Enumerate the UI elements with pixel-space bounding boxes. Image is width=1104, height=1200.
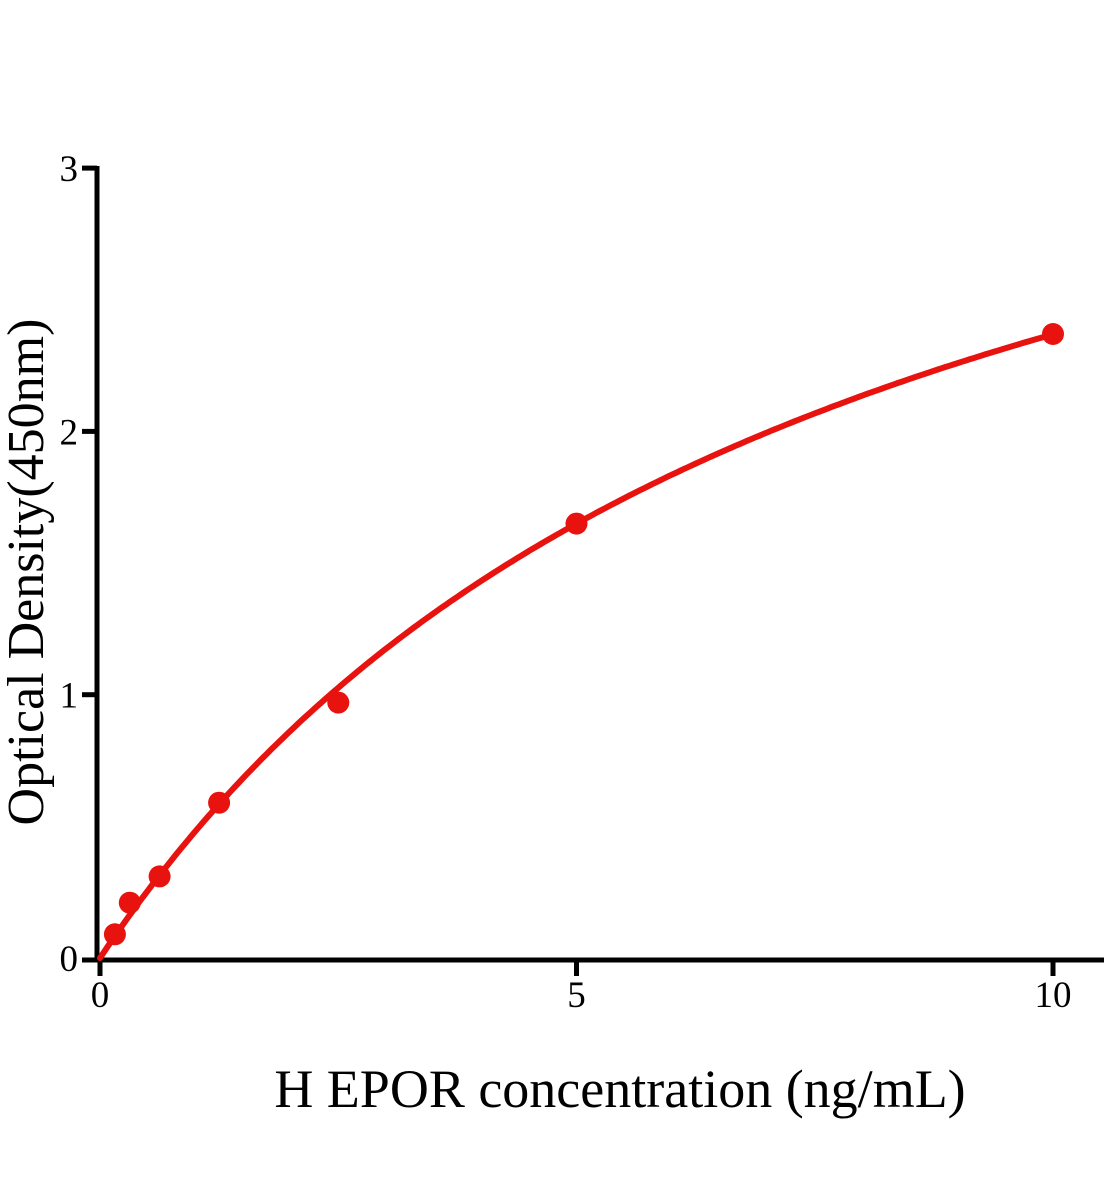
data-point [327, 691, 350, 714]
data-point [565, 512, 588, 535]
y-tick-label: 0 [60, 939, 79, 980]
x-tick-label: 0 [91, 975, 110, 1016]
x-tick-label: 5 [567, 975, 586, 1016]
data-point [1042, 323, 1064, 345]
y-axis-title: Optical Density(450nm) [0, 319, 55, 826]
x-axis-title: H EPOR concentration (ng/mL) [274, 1059, 965, 1119]
y-tick-label: 1 [60, 676, 79, 717]
fit-curve [97, 331, 1056, 961]
data-point [148, 865, 171, 888]
data-point [208, 791, 231, 814]
x-tick-label: 10 [1035, 975, 1072, 1016]
y-tick-label: 2 [60, 412, 79, 453]
data-point [118, 891, 141, 914]
y-tick-label: 3 [60, 149, 79, 190]
data-point [103, 923, 126, 946]
